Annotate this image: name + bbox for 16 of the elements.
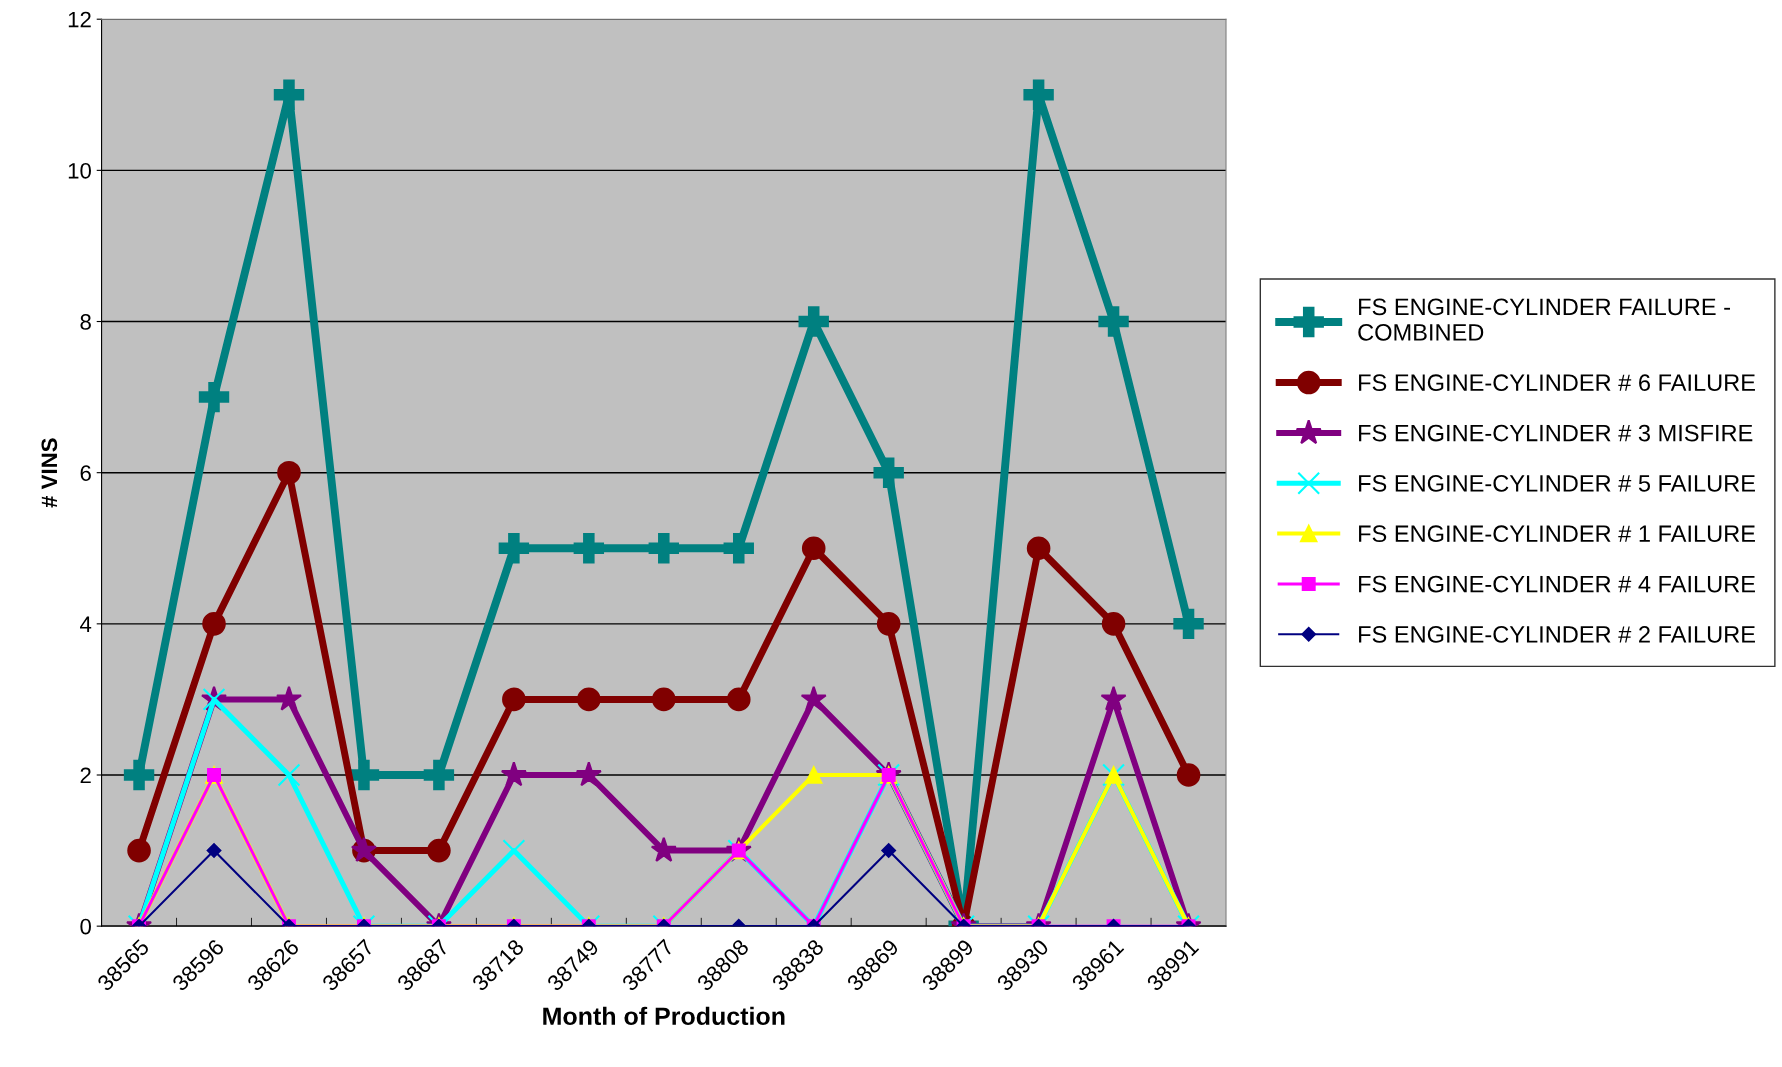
legend-label: FS ENGINE-CYLINDER FAILURE - COMBINED bbox=[1358, 298, 1730, 341]
x-axis-title: Month of Production bbox=[543, 1006, 785, 1026]
y-tick-label: 8 bbox=[80, 314, 91, 330]
legend-label: FS ENGINE-CYLINDER # 1 FAILURE bbox=[1359, 525, 1755, 543]
y-tick-label: 0 bbox=[80, 918, 91, 935]
y-tick-label: 6 bbox=[80, 465, 91, 481]
legend-label: FS ENGINE-CYLINDER # 5 FAILURE bbox=[1359, 475, 1755, 492]
y-tick-label: 4 bbox=[80, 616, 92, 632]
y-axis-title: # VINS bbox=[41, 438, 58, 508]
legend-label: FS ENGINE-CYLINDER # 3 MISFIRE bbox=[1359, 424, 1753, 442]
legend-label: FS ENGINE-CYLINDER # 4 FAILURE bbox=[1359, 575, 1755, 593]
legend-label: FS ENGINE-CYLINDER # 2 FAILURE bbox=[1359, 626, 1755, 643]
y-tick-label: 2 bbox=[80, 767, 91, 784]
y-tick-label: 10 bbox=[68, 162, 91, 179]
y-tick-label: 12 bbox=[68, 11, 91, 28]
legend-label: FS ENGINE-CYLINDER # 6 FAILURE bbox=[1359, 374, 1755, 392]
